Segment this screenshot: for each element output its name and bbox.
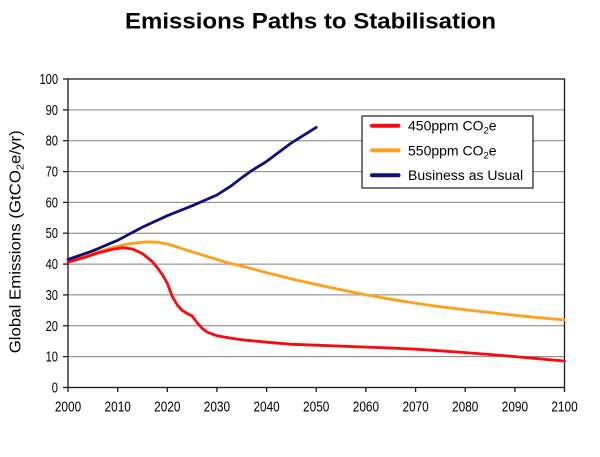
svg-text:2020: 2020 (154, 399, 180, 415)
svg-text:0: 0 (52, 381, 58, 397)
svg-text:2050: 2050 (303, 399, 329, 415)
svg-text:60: 60 (46, 195, 58, 211)
svg-text:2040: 2040 (253, 399, 279, 415)
svg-text:2010: 2010 (105, 399, 131, 415)
svg-text:Global Emissions (GtCO2e/yr): Global Emissions (GtCO2e/yr) (8, 130, 27, 353)
svg-text:30: 30 (46, 288, 58, 304)
svg-text:2100: 2100 (551, 399, 577, 415)
svg-text:550ppm CO2e: 550ppm CO2e (408, 142, 497, 161)
svg-text:90: 90 (46, 103, 58, 119)
svg-text:450ppm CO2e: 450ppm CO2e (408, 118, 497, 137)
svg-text:Business as Usual: Business as Usual (408, 167, 523, 183)
svg-text:10: 10 (46, 350, 58, 366)
svg-text:2060: 2060 (353, 399, 379, 415)
svg-text:2070: 2070 (402, 399, 428, 415)
svg-text:80: 80 (46, 134, 58, 150)
svg-text:70: 70 (46, 165, 58, 181)
svg-text:2090: 2090 (502, 399, 528, 415)
svg-text:2000: 2000 (55, 399, 81, 415)
svg-text:Emissions Paths to Stabilisati: Emissions Paths to Stabilisation (125, 9, 496, 34)
svg-text:40: 40 (46, 257, 58, 273)
svg-text:2080: 2080 (452, 399, 478, 415)
svg-text:100: 100 (40, 72, 59, 88)
svg-text:2030: 2030 (204, 399, 230, 415)
svg-text:20: 20 (46, 319, 58, 335)
svg-text:50: 50 (46, 226, 58, 242)
